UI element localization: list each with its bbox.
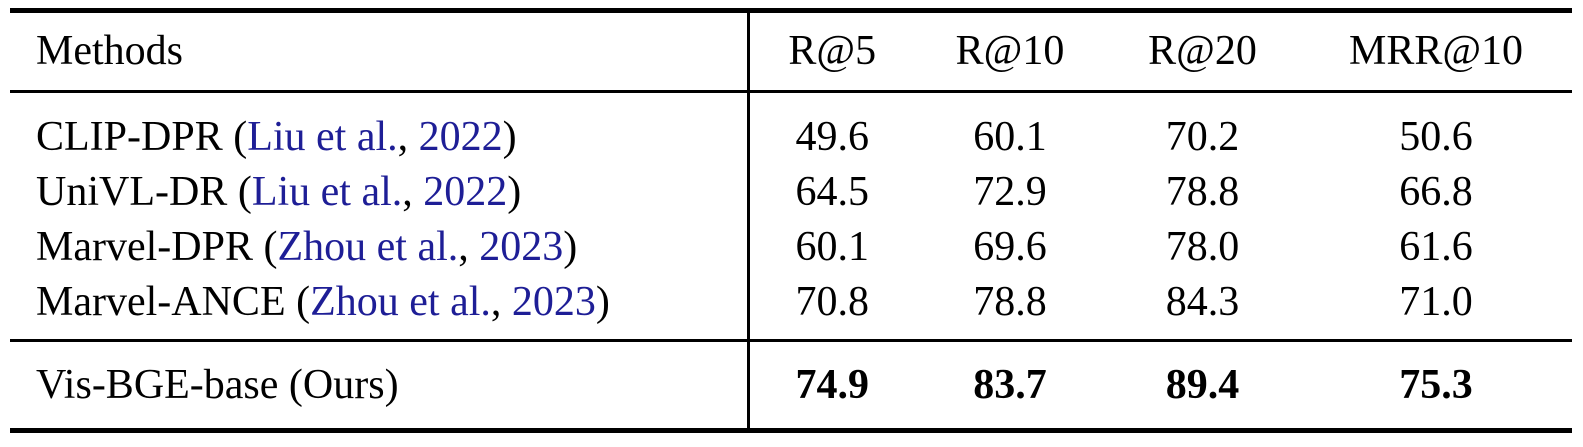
paren-open: ( bbox=[252, 224, 278, 270]
metric-value-r20: 78.8 bbox=[1165, 169, 1240, 215]
table-row-marvel-ance: Marvel-ANCE (Zhou et al., 2023) 70.8 78.… bbox=[10, 275, 1572, 342]
method-name: Marvel-ANCE bbox=[36, 279, 286, 325]
column-header-r10: R@10 bbox=[915, 10, 1105, 93]
paren-close: ) bbox=[507, 169, 522, 215]
citation-authors-link[interactable]: Liu et al. bbox=[247, 114, 398, 160]
metric-value-mrr10: 66.8 bbox=[1399, 169, 1473, 215]
column-header-r20: R@20 bbox=[1105, 10, 1300, 93]
ours-metric-value-r20: 89.4 bbox=[1165, 362, 1240, 408]
metric-value-mrr10: 71.0 bbox=[1300, 275, 1572, 342]
citation-year-link[interactable]: 2023 bbox=[511, 279, 596, 325]
citation-authors-link[interactable]: Liu et al. bbox=[251, 169, 403, 215]
table-row-univl-dr: UniVL-DR (Liu et al., 2022) 64.5 72.9 78… bbox=[10, 165, 1572, 220]
ours-row: Vis-BGE-base (Ours) 74.9 83.7 89.4 75.3 bbox=[10, 340, 1572, 431]
results-table: Methods R@5 R@10 R@20 MRR@10 CLIP-DPR (L… bbox=[10, 8, 1572, 433]
method-cell: Marvel-ANCE (Zhou et al., 2023) bbox=[10, 275, 748, 342]
metric-value-r5: 60.1 bbox=[746, 220, 915, 275]
method-cell: Marvel-DPR (Zhou et al., 2023) bbox=[10, 220, 748, 275]
metric-value-r10: 78.8 bbox=[915, 275, 1105, 342]
paren-open: ( bbox=[222, 114, 248, 160]
paren-close: ) bbox=[563, 224, 578, 270]
metric-value-r20: 84.3 bbox=[1105, 275, 1300, 342]
method-cell: UniVL-DR (Liu et al., 2022) bbox=[10, 165, 748, 220]
ours-metric-value-r10: 83.7 bbox=[973, 362, 1047, 408]
paren-close: ) bbox=[502, 114, 517, 160]
citation-separator: , bbox=[490, 279, 512, 325]
method-cell: CLIP-DPR (Liu et al., 2022) bbox=[10, 92, 748, 166]
metric-value-mrr10: 50.6 bbox=[1399, 114, 1473, 160]
metric-value-r5: 49.6 bbox=[746, 91, 915, 165]
column-header-r5: R@5 bbox=[746, 10, 915, 93]
metric-value-mrr10: 61.6 bbox=[1399, 224, 1473, 270]
metric-value-r10: 69.6 bbox=[973, 224, 1047, 270]
table-row-clip-dpr: CLIP-DPR (Liu et al., 2022) 49.6 60.1 70… bbox=[10, 91, 1572, 166]
paren-close: ) bbox=[595, 279, 610, 325]
method-name: CLIP-DPR bbox=[36, 114, 223, 160]
column-header-methods: Methods bbox=[10, 10, 748, 93]
paren-open: ( bbox=[285, 279, 311, 325]
paren-open: ( bbox=[227, 169, 252, 215]
metric-value-r5: 70.8 bbox=[746, 275, 915, 342]
metric-value-r5: 64.5 bbox=[746, 165, 915, 220]
ours-metric-value-mrr10: 75.3 bbox=[1399, 362, 1473, 408]
method-name: UniVL-DR bbox=[36, 169, 228, 215]
header-row: Methods R@5 R@10 R@20 MRR@10 bbox=[10, 10, 1572, 93]
ours-metric-value-r5: 74.9 bbox=[746, 340, 915, 431]
metric-value-r10: 60.1 bbox=[973, 114, 1047, 160]
citation-year-link[interactable]: 2022 bbox=[418, 114, 503, 160]
citation-authors-link[interactable]: Zhou et al. bbox=[310, 279, 491, 325]
citation-authors-link[interactable]: Zhou et al. bbox=[277, 224, 459, 270]
table-row-marvel-dpr: Marvel-DPR (Zhou et al., 2023) 60.1 69.6… bbox=[10, 220, 1572, 275]
ours-method-name: Vis-BGE-base (Ours) bbox=[36, 362, 399, 408]
metric-value-r20: 70.2 bbox=[1165, 114, 1240, 160]
citation-year-link[interactable]: 2022 bbox=[423, 169, 508, 215]
citation-year-link[interactable]: 2023 bbox=[479, 224, 564, 270]
metric-value-r10: 72.9 bbox=[973, 169, 1047, 215]
metric-value-r20: 78.0 bbox=[1165, 224, 1240, 270]
citation-separator: , bbox=[402, 169, 424, 215]
column-header-mrr10: MRR@10 bbox=[1300, 10, 1572, 93]
method-name: Marvel-DPR bbox=[36, 224, 253, 270]
citation-separator: , bbox=[458, 224, 480, 270]
citation-separator: , bbox=[397, 114, 419, 160]
